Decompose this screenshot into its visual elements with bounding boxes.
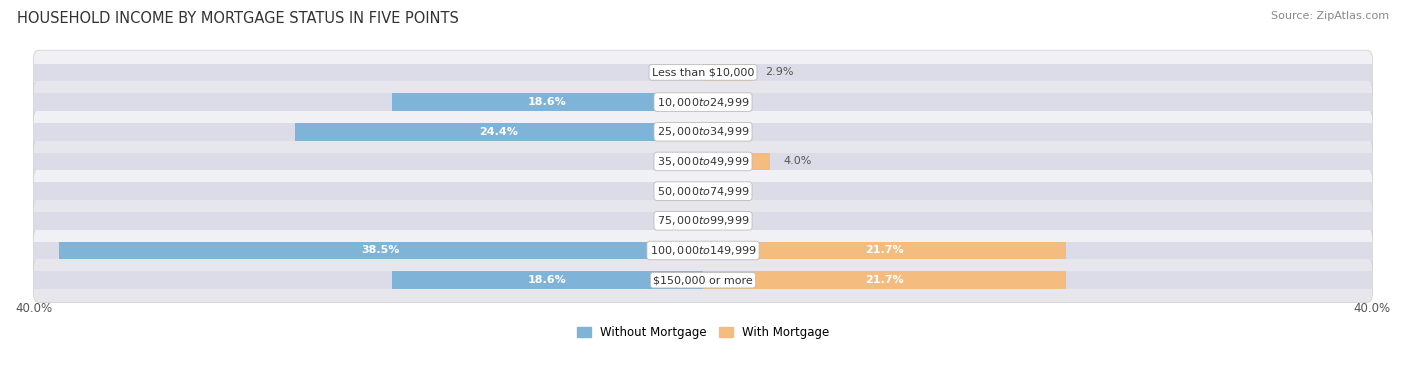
Bar xyxy=(295,123,703,141)
Text: 0.0%: 0.0% xyxy=(661,216,689,226)
Text: 38.5%: 38.5% xyxy=(361,245,401,256)
FancyBboxPatch shape xyxy=(34,80,1372,124)
Bar xyxy=(34,271,703,289)
Bar xyxy=(392,271,703,289)
Text: $25,000 to $34,999: $25,000 to $34,999 xyxy=(657,125,749,138)
Text: $10,000 to $24,999: $10,000 to $24,999 xyxy=(657,96,749,109)
Text: 21.7%: 21.7% xyxy=(865,275,904,285)
Bar xyxy=(703,63,1372,81)
Bar xyxy=(34,182,703,200)
FancyBboxPatch shape xyxy=(34,110,1372,154)
Text: 0.0%: 0.0% xyxy=(717,186,745,196)
Text: 4.0%: 4.0% xyxy=(783,156,811,167)
FancyBboxPatch shape xyxy=(34,258,1372,302)
Bar xyxy=(34,153,703,170)
Text: 18.6%: 18.6% xyxy=(529,97,567,107)
Text: HOUSEHOLD INCOME BY MORTGAGE STATUS IN FIVE POINTS: HOUSEHOLD INCOME BY MORTGAGE STATUS IN F… xyxy=(17,11,458,26)
Bar xyxy=(703,93,1372,111)
FancyBboxPatch shape xyxy=(34,199,1372,243)
Bar xyxy=(703,271,1066,289)
Bar xyxy=(703,242,1372,259)
Text: Less than $10,000: Less than $10,000 xyxy=(652,67,754,77)
Text: 0.0%: 0.0% xyxy=(717,216,745,226)
Text: 2.9%: 2.9% xyxy=(765,67,793,77)
Bar xyxy=(703,242,1066,259)
Bar xyxy=(34,242,703,259)
FancyBboxPatch shape xyxy=(34,139,1372,184)
Bar xyxy=(34,63,703,81)
Text: $35,000 to $49,999: $35,000 to $49,999 xyxy=(657,155,749,168)
Bar xyxy=(703,123,1372,141)
Bar xyxy=(703,271,1372,289)
Bar xyxy=(34,93,703,111)
Legend: Without Mortgage, With Mortgage: Without Mortgage, With Mortgage xyxy=(572,321,834,343)
Text: $100,000 to $149,999: $100,000 to $149,999 xyxy=(650,244,756,257)
Bar xyxy=(34,212,703,230)
Text: $50,000 to $74,999: $50,000 to $74,999 xyxy=(657,185,749,198)
Text: 0.0%: 0.0% xyxy=(717,97,745,107)
Bar xyxy=(34,123,703,141)
Text: 0.0%: 0.0% xyxy=(661,67,689,77)
Text: $150,000 or more: $150,000 or more xyxy=(654,275,752,285)
Text: 0.0%: 0.0% xyxy=(661,186,689,196)
Bar xyxy=(703,153,1372,170)
Bar xyxy=(703,63,752,81)
Text: 0.0%: 0.0% xyxy=(661,156,689,167)
Bar xyxy=(703,212,1372,230)
Bar xyxy=(703,153,770,170)
Text: 18.6%: 18.6% xyxy=(529,275,567,285)
FancyBboxPatch shape xyxy=(34,50,1372,95)
FancyBboxPatch shape xyxy=(34,169,1372,213)
Text: 21.7%: 21.7% xyxy=(865,245,904,256)
Text: 0.0%: 0.0% xyxy=(717,127,745,137)
FancyBboxPatch shape xyxy=(34,228,1372,273)
Bar xyxy=(59,242,703,259)
Bar xyxy=(703,182,1372,200)
Bar xyxy=(392,93,703,111)
Text: $75,000 to $99,999: $75,000 to $99,999 xyxy=(657,214,749,227)
Text: 24.4%: 24.4% xyxy=(479,127,519,137)
Text: Source: ZipAtlas.com: Source: ZipAtlas.com xyxy=(1271,11,1389,21)
